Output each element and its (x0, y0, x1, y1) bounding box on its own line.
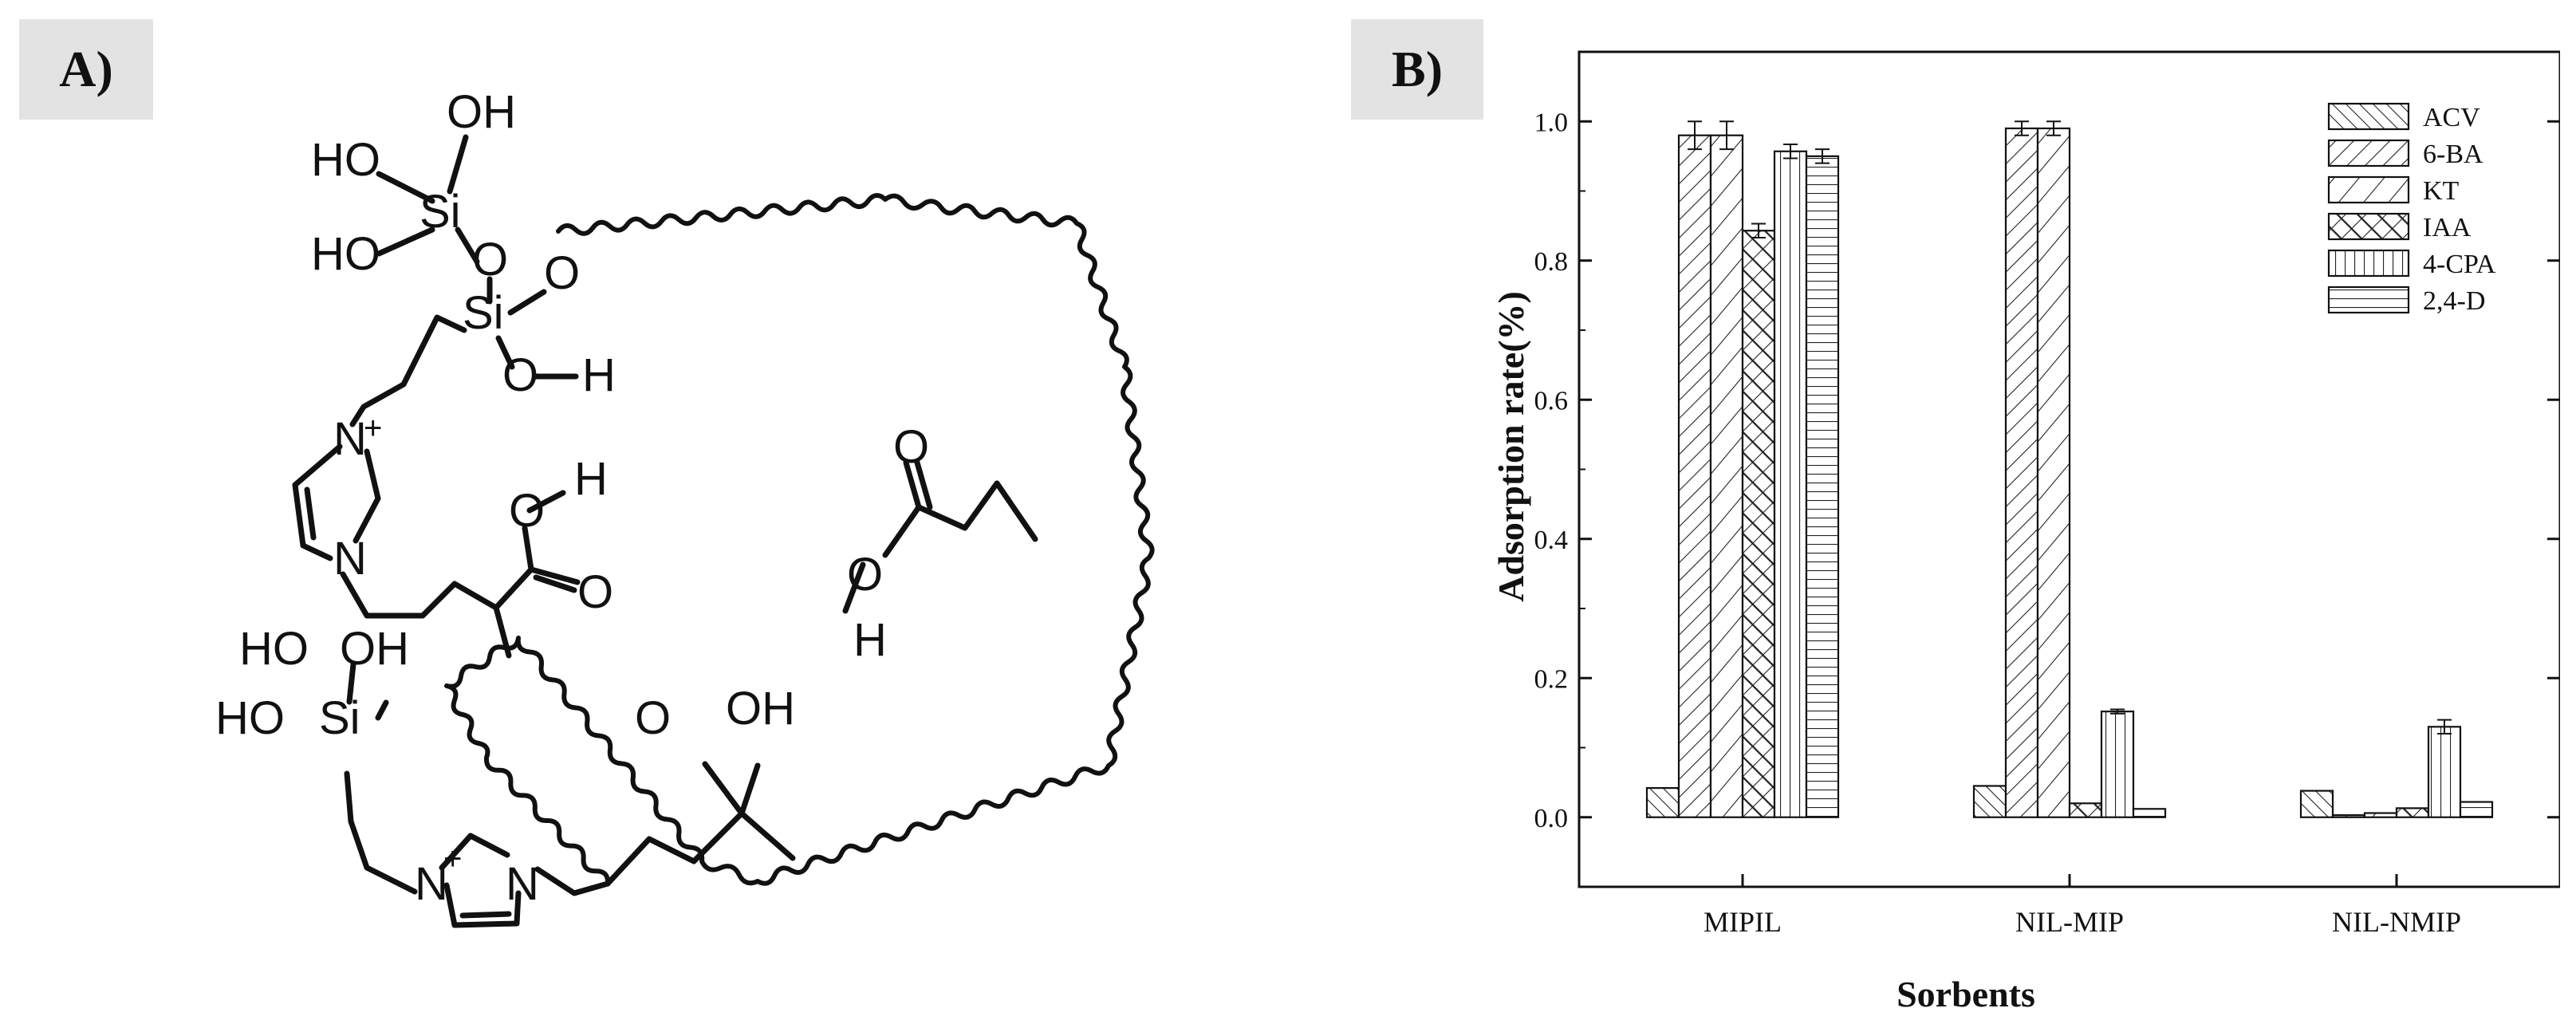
bar-acv (2299, 790, 2334, 818)
bar-kt (2036, 127, 2071, 818)
x-tick-label: NIL-MIP (2015, 906, 2124, 938)
atom-label: HO (215, 692, 285, 744)
atom-label: H (853, 614, 887, 666)
legend-swatch (2327, 102, 2410, 131)
adsorption-bar-chart: 0.0 0.2 0.4 0.6 0.8 1.0 MIPIL NIL-MIP NIL-NMIP A… (1491, 50, 2560, 1014)
atom-label: H (582, 349, 616, 401)
y-tick-label: 0.8 (1534, 247, 1569, 277)
atom-label: N (333, 533, 367, 585)
legend-label: ACV (2423, 103, 2480, 132)
atom-label: OH (447, 86, 516, 138)
x-axis-title: Sorbents (1897, 974, 2035, 1014)
panel-a-label: A) (19, 19, 153, 120)
atom-label: N (415, 858, 448, 910)
legend-swatch (2327, 212, 2410, 241)
y-tick-label: 0.6 (1534, 386, 1569, 415)
bar-4-cpa (1773, 150, 1808, 818)
chemical-structure: OH HO Si O HO Si O O H N N + O H O HO OH… (215, 86, 1155, 928)
bar-4-cpa (2427, 726, 2462, 818)
panel-b-label: B) (1351, 19, 1483, 120)
atom-label: HO (239, 623, 309, 675)
y-tick-label: 0.2 (1534, 664, 1569, 694)
atom-label: H (574, 453, 608, 505)
atom-label: O (847, 549, 883, 601)
legend-swatch (2327, 175, 2410, 204)
bar-kt (1709, 134, 1744, 818)
y-tick-label: 0.0 (1534, 804, 1569, 833)
atom-label: HO (311, 228, 380, 280)
bar-4-cpa (2100, 711, 2135, 818)
atom-label: N (333, 413, 367, 465)
y-tick-label: 1.0 (1534, 108, 1569, 137)
legend-swatch (2327, 139, 2410, 167)
legend-label: 4-CPA (2423, 250, 2496, 279)
bar-acv (1645, 787, 1680, 818)
atom-label: + (443, 841, 462, 876)
bar-2-4-d (2459, 801, 2494, 818)
atom-label: O (544, 247, 580, 299)
legend-swatch (2327, 249, 2410, 278)
atom-label: O (893, 421, 929, 473)
polymer-chain (444, 193, 1155, 886)
legend-label: IAA (2423, 213, 2472, 242)
atom-label: O (502, 349, 538, 401)
atom-label: HO (311, 134, 380, 186)
x-tick-label: NIL-NMIP (2332, 906, 2461, 938)
atom-label: OH (340, 623, 409, 675)
bond-lines (292, 134, 1038, 928)
bar-kt (2363, 812, 2398, 818)
atom-label: O (577, 566, 613, 618)
bar-6-ba (1677, 134, 1712, 818)
atom-label: Si (419, 186, 461, 238)
atom-label: Si (319, 692, 360, 744)
atom-label: O (635, 692, 671, 744)
y-axis-title: Adsorption rate(%) (1491, 291, 1531, 602)
legend-swatch (2327, 286, 2410, 314)
bar-2-4-d (2132, 808, 2167, 818)
x-tick-label: MIPIL (1704, 906, 1782, 938)
legend-label: 6-BA (2423, 140, 2483, 169)
bar-6-ba (2331, 814, 2366, 818)
bar-iaa (2395, 807, 2430, 818)
atom-label: O (472, 234, 508, 286)
atom-label: N (506, 858, 539, 910)
bar-2-4-d (1805, 155, 1840, 818)
atom-label: O (509, 485, 545, 537)
legend-label: KT (2423, 176, 2460, 206)
bar-acv (1972, 785, 2007, 818)
atom-label: Si (463, 287, 504, 339)
legend-label: 2,4-D (2423, 286, 2485, 316)
bar-iaa (2068, 802, 2103, 818)
atom-label: + (364, 411, 382, 446)
atom-label: OH (726, 683, 795, 734)
bar-6-ba (2004, 127, 2039, 818)
bar-iaa (1741, 230, 1776, 818)
y-tick-label: 0.4 (1534, 526, 1569, 555)
